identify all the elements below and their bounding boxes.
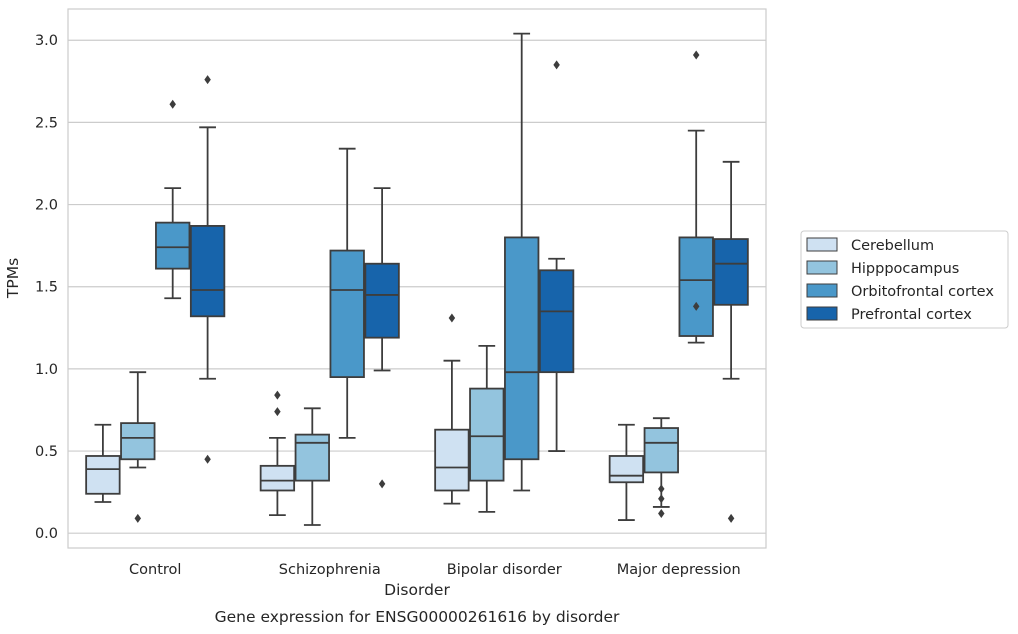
box [678,236,714,337]
box [85,455,121,495]
box [155,221,191,270]
box-group [189,75,226,464]
legend-label: Cerebellum [851,238,934,254]
box-group [678,50,714,344]
y-tick-label: 3.0 [35,33,58,49]
box-group [85,423,121,503]
box-group [329,147,365,439]
y-axis-ticks: 0.0 0.5 1.0 1.5 2.0 2.5 3.0 [35,33,58,542]
outlier-point [204,454,211,464]
outlier-point [204,75,211,85]
y-tick-label: 2.0 [35,198,58,214]
legend-label: Orbitofrontal cortex [851,284,994,300]
box [504,236,540,461]
outlier-point [274,390,281,400]
box-group [538,60,575,452]
box-group [294,407,330,526]
y-tick-label: 0.0 [35,526,58,542]
y-axis-label: TPMs [4,258,22,299]
box-group [469,344,505,513]
legend-swatch [806,237,838,252]
plot-frame [67,8,767,549]
x-tick-label: Control [129,562,181,578]
box-group [504,32,540,492]
outlier-point [658,508,665,518]
legend: Cerebellum Hipppocampus Orbitofrontal cort… [800,230,1009,329]
y-tick-label: 2.5 [35,115,58,131]
legend-label: Hipppocampus [851,261,959,277]
outlier-point [727,513,735,523]
outlier-point [658,494,665,504]
grid-lines [68,39,766,534]
legend-swatch [806,306,838,321]
box [259,464,296,492]
legend-swatch [806,260,838,275]
legend-swatch [806,283,838,298]
box [713,238,749,306]
y-tick-label: 1.0 [35,362,58,378]
outlier-point [274,407,281,417]
box-group [608,423,645,521]
outlier-point [448,313,456,323]
outlier-point [658,484,665,494]
legend-frame [800,230,1009,329]
box-group [120,371,156,523]
box [294,433,330,482]
outlier-point [692,301,700,311]
outlier-point [553,60,560,70]
box [608,455,645,484]
y-tick-label: 0.5 [35,444,58,460]
box-group [364,187,400,489]
outlier-point [378,479,386,489]
outlier-point [692,50,700,60]
x-tick-label: Major depression [617,562,741,578]
x-tick-label: Bipolar disorder [447,562,562,578]
box [189,225,226,318]
box-group [155,99,191,300]
box-group [434,313,470,505]
box-group [643,417,679,518]
box [364,262,400,339]
chart-caption: Gene expression for ENSG00000261616 by d… [215,608,620,626]
legend-label: Prefrontal cortex [851,307,972,323]
box [120,422,156,461]
plot-area [85,32,749,526]
box [329,249,365,378]
y-tick-label: 1.5 [35,280,58,296]
x-tick-label: Schizophrenia [279,562,381,578]
box [538,269,575,374]
box [434,428,470,492]
x-axis-label: Disorder [384,581,450,599]
box [469,387,505,482]
x-axis-ticks: Control Schizophrenia Bipolar disorder Majo… [129,562,741,578]
outlier-point [169,99,176,109]
box [643,427,679,474]
outlier-point [134,513,142,523]
box-group [713,160,749,523]
box-group [259,390,296,517]
